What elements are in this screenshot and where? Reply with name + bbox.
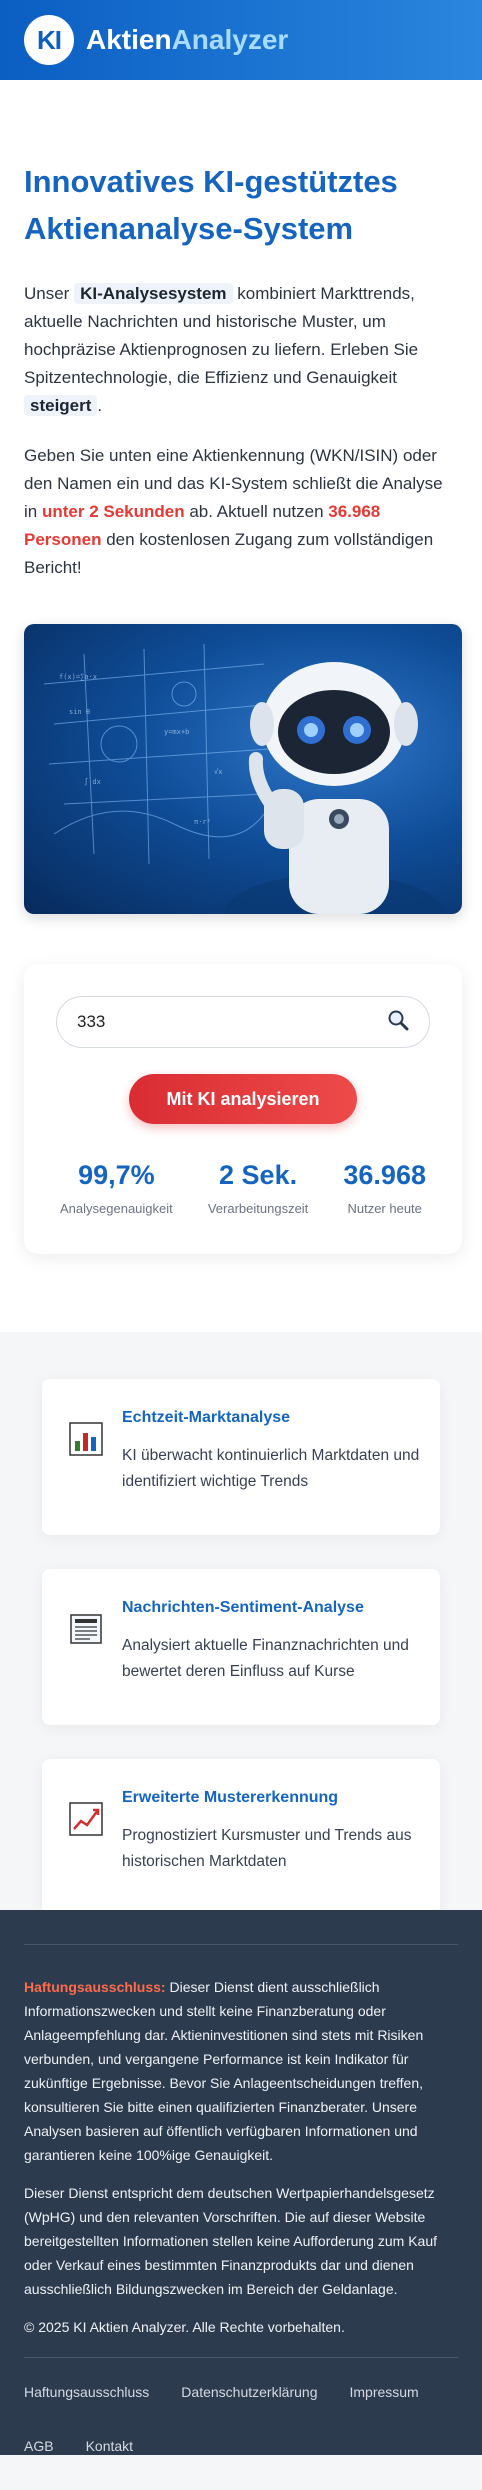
intro-text-3: . bbox=[97, 396, 103, 415]
footer-link-contact[interactable]: Kontakt bbox=[85, 2438, 134, 2454]
highlight-time: unter 2 Sekunden bbox=[41, 502, 185, 521]
stat-label: Analysegenauigkeit bbox=[60, 1201, 173, 1216]
intro-text-2: kombiniert Markttrends, aktuelle Nachric… bbox=[24, 284, 419, 387]
brand-part1: Aktien bbox=[86, 24, 172, 55]
site-header: KI AktienAnalyzer bbox=[0, 0, 482, 80]
footer-links: Haftungsausschluss Datenschutzerklärung … bbox=[24, 2382, 458, 2490]
disclaimer: Haftungsausschluss: Dieser Dienst dient … bbox=[24, 1975, 458, 2167]
intro-text-1: Unser bbox=[24, 284, 75, 303]
logo[interactable]: KI bbox=[24, 15, 74, 65]
stat-label: Nutzer heute bbox=[347, 1201, 422, 1216]
footer-divider bbox=[24, 1944, 458, 1945]
robot-hero-image: f(x)=∑a·x y=mx+b ∫ dx π·r² sin θ √x bbox=[24, 624, 462, 914]
svg-text:∫ dx: ∫ dx bbox=[84, 777, 101, 786]
copyright: © 2025 KI Aktien Analyzer. Alle Rechte v… bbox=[24, 2319, 345, 2335]
highlight-users: 36.968 Personen bbox=[24, 502, 381, 549]
search-box[interactable] bbox=[56, 996, 430, 1048]
feature-title: Echtzeit-Marktanalyse bbox=[122, 1409, 291, 1426]
newspaper-icon bbox=[66, 1609, 106, 1649]
analyze-button[interactable]: Mit KI analysieren bbox=[129, 1074, 357, 1124]
stat-speed: 2 Sek. Verarbeitungszeit bbox=[208, 1160, 308, 1216]
feature-text: Analysiert aktuelle Finanznachrichten un… bbox=[122, 1637, 409, 1680]
footer-link-disclaimer[interactable]: Haftungsausschluss bbox=[24, 2384, 150, 2400]
instruction-text-3: den kostenlosen Zugang zum vollständigen… bbox=[24, 530, 434, 577]
svg-text:√x: √x bbox=[214, 768, 222, 776]
svg-text:y=mx+b: y=mx+b bbox=[164, 728, 189, 736]
stat-value: 99,7% bbox=[78, 1160, 155, 1190]
instruction-text-2: ab. Aktuell nutzen bbox=[184, 502, 329, 521]
site-footer: Haftungsausschluss: Dieser Dienst dient … bbox=[0, 1910, 482, 2455]
hero-section: Innovatives KI-gestütztes Aktienanalyse-… bbox=[0, 80, 482, 1332]
brand-name[interactable]: AktienAnalyzer bbox=[86, 24, 288, 56]
stat-label: Verarbeitungszeit bbox=[207, 1201, 309, 1216]
disclaimer-label: Haftungsausschluss: bbox=[24, 1979, 166, 1995]
footer-link-imprint[interactable]: Impressum bbox=[349, 2384, 419, 2400]
page-title: Innovatives KI-gestütztes Aktienanalyse-… bbox=[24, 164, 398, 246]
bar-chart-icon bbox=[66, 1419, 106, 1459]
legal-text: Dieser Dienst entspricht dem deutschen W… bbox=[24, 2185, 437, 2297]
logo-text: KI bbox=[37, 24, 62, 55]
feature-text: KI überwacht kontinuierlich Marktdaten u… bbox=[122, 1447, 420, 1490]
svg-text:π·r²: π·r² bbox=[194, 818, 211, 826]
intro-paragraph: Unser KI-Analysesystem kombiniert Marktt… bbox=[24, 280, 458, 420]
instruction-paragraph: Geben Sie unten eine Aktienkennung (WKN/… bbox=[24, 442, 458, 582]
trend-chart-icon bbox=[66, 1799, 106, 1839]
robot-illustration: f(x)=∑a·x y=mx+b ∫ dx π·r² sin θ √x bbox=[43, 643, 444, 914]
stat-value: 2 Sek. bbox=[219, 1160, 298, 1190]
stat-value: 36.968 bbox=[343, 1160, 426, 1190]
highlight-chip: KI-Analysesystem bbox=[74, 283, 233, 304]
brand-part2: Analyzer bbox=[171, 24, 289, 55]
features-section: Echtzeit-Marktanalyse KI überwacht konti… bbox=[0, 1332, 482, 1915]
magnifier-icon[interactable] bbox=[387, 1009, 409, 1036]
footer-link-terms[interactable]: AGB bbox=[24, 2438, 54, 2454]
svg-text:sin θ: sin θ bbox=[69, 708, 90, 716]
highlight-chip-2: steigert bbox=[24, 395, 98, 416]
svg-text:f(x)=∑a·x: f(x)=∑a·x bbox=[59, 673, 97, 681]
stat-users: 36.968 Nutzer heute bbox=[343, 1160, 426, 1216]
disclaimer-text: Dieser Dienst dient ausschließlich Infor… bbox=[24, 1979, 424, 2163]
feature-title: Nachrichten-Sentiment-Analyse bbox=[122, 1599, 364, 1616]
stock-search-input[interactable] bbox=[77, 1012, 377, 1032]
search-card: Mit KI analysieren 99,7% Analysegenauigk… bbox=[24, 964, 462, 1254]
feature-card-news: Nachrichten-Sentiment-Analyse Analysiert… bbox=[42, 1569, 440, 1725]
instruction-text-1: Geben Sie unten eine Aktienkennung (WKN/… bbox=[24, 446, 443, 521]
feature-card-pattern: Erweiterte Mustererkennung Prognostizier… bbox=[42, 1759, 440, 1915]
footer-link-privacy[interactable]: Datenschutzerklärung bbox=[181, 2384, 318, 2400]
feature-card-market: Echtzeit-Marktanalyse KI überwacht konti… bbox=[42, 1379, 440, 1535]
footer-divider-2 bbox=[24, 2357, 458, 2358]
stat-accuracy: 99,7% Analysegenauigkeit bbox=[60, 1160, 173, 1216]
stats-row: 99,7% Analysegenauigkeit 2 Sek. Verarbei… bbox=[56, 1160, 430, 1216]
feature-title: Erweiterte Mustererkennung bbox=[122, 1789, 339, 1806]
feature-text: Prognostiziert Kursmuster und Trends aus… bbox=[122, 1827, 412, 1870]
